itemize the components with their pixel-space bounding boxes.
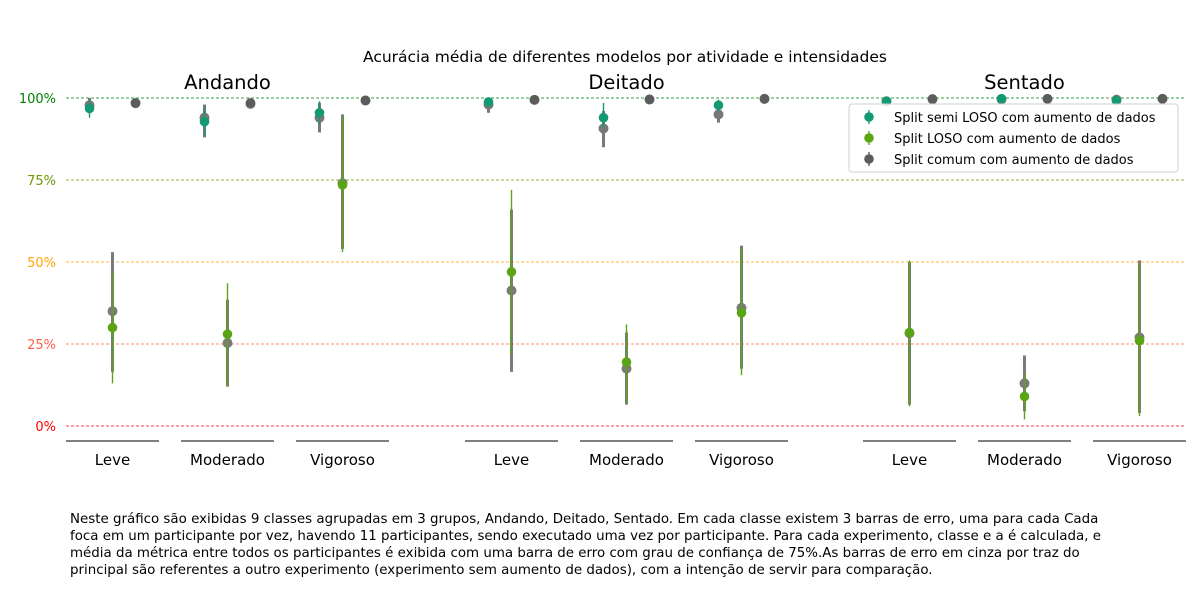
legend-label: Split comum com aumento de dados	[894, 153, 1134, 168]
series-mean-point	[529, 94, 540, 105]
series-mean-point	[1042, 93, 1053, 104]
category-label: Vigoroso	[310, 451, 375, 469]
y-tick-label: 75%	[27, 174, 56, 189]
category-label: Vigoroso	[1107, 451, 1172, 469]
legend-marker-point	[864, 133, 874, 143]
y-tick-label: 0%	[35, 420, 56, 435]
legend-label: Split LOSO com aumento de dados	[894, 132, 1121, 147]
series-mean-point	[483, 97, 494, 107]
chart-caption: Neste gráfico são exibidas 9 classes agr…	[70, 512, 1101, 578]
series-mean-point	[1111, 95, 1122, 106]
category-label: Leve	[892, 451, 927, 469]
series-mean-point	[759, 93, 770, 104]
series-mean-point	[506, 267, 517, 277]
legend-label: Split semi LOSO com aumento de dados	[894, 111, 1156, 126]
series-mean-point	[337, 180, 348, 190]
series-mean-point	[199, 116, 210, 127]
category-label: Moderado	[190, 451, 265, 469]
series-mean-point	[360, 95, 371, 106]
group-title: Deitado	[588, 71, 664, 94]
series-error-bars	[84, 93, 1168, 420]
series-mean-point	[736, 308, 747, 318]
chart-title: Acurácia média de diferentes modelos por…	[363, 48, 887, 66]
series-mean-point	[598, 112, 609, 123]
series-mean-point	[314, 107, 325, 118]
series-mean-point	[1134, 335, 1145, 346]
series-mean-point	[130, 98, 141, 108]
series-mean-point	[996, 93, 1007, 104]
series-mean-point	[1019, 391, 1030, 402]
category-label: Leve	[494, 451, 529, 469]
legend-marker-point	[864, 154, 874, 164]
category-axes: Leve Moderado Vigoroso Leve Moderado Vigoroso…	[66, 440, 1186, 469]
comparison-mean-point	[598, 123, 609, 134]
series-mean-point	[713, 100, 724, 111]
comparison-mean-point	[713, 109, 724, 120]
series-mean-point	[84, 103, 95, 114]
category-label: Vigoroso	[709, 451, 774, 469]
group-title: Sentado	[984, 71, 1065, 94]
series-mean-point	[927, 94, 938, 104]
legend-box	[848, 103, 1179, 173]
legend: Split semi LOSO com aumento de dados Spli…	[848, 103, 1179, 173]
series-mean-point	[621, 357, 632, 367]
series-mean-point	[245, 98, 256, 108]
series-mean-point	[904, 327, 915, 338]
y-tick-label: 50%	[27, 256, 56, 271]
y-tick-label: 100%	[19, 92, 56, 107]
category-label: Moderado	[589, 451, 664, 469]
y-tick-labels: 100% 75% 50% 25% 0%	[19, 92, 56, 435]
series-mean-point	[1157, 93, 1168, 104]
legend-marker-point	[864, 112, 874, 122]
category-label: Moderado	[987, 451, 1062, 469]
y-tick-label: 25%	[27, 338, 56, 353]
group-titles: Andando Deitado Sentado	[184, 71, 1065, 94]
group-title: Andando	[184, 71, 271, 94]
series-mean-point	[222, 329, 233, 339]
series-mean-point	[107, 322, 118, 333]
series-mean-point	[644, 94, 655, 105]
category-label: Leve	[95, 451, 130, 469]
